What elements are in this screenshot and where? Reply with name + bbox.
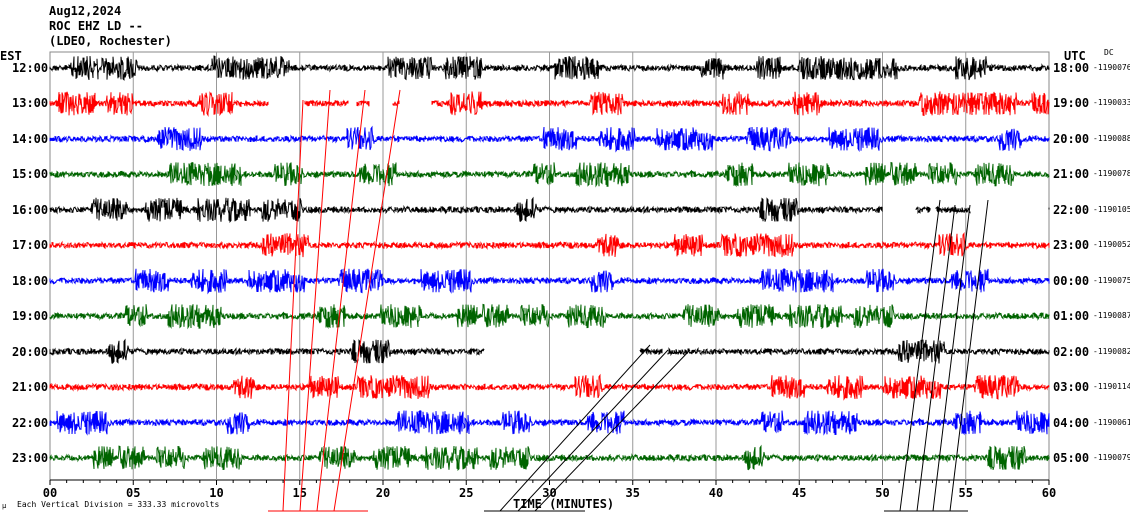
trace-row [49,444,1050,472]
trace-row [49,268,1050,295]
event-marker-line [916,204,956,512]
est-hour-label: 20:00 [12,344,49,359]
dc-offset-label: -1190114 [1093,382,1130,392]
trace-row [49,409,1050,436]
dc-offset-label: -1190052 [1093,240,1130,250]
x-tick-label: 35 [626,486,640,500]
trace-row [49,55,1050,81]
event-marker-line [517,349,669,512]
network-label: (LDEO, Rochester) [49,34,172,48]
est-hour-label: 15:00 [12,167,49,182]
x-tick-label: 45 [792,486,806,500]
est-hour-label: 12:00 [12,61,49,75]
dc-offset-label: -1190088 [1093,133,1130,143]
event-marker-line [299,89,331,512]
est-hour-label: 22:00 [12,415,49,430]
x-tick-label: 55 [959,486,973,500]
trace-row [49,196,1050,223]
est-hour-label: 21:00 [12,380,49,395]
est-hour-label: 14:00 [12,131,49,146]
utc-hour-label: 01:00 [1053,309,1090,324]
utc-hour-label: 00:00 [1053,273,1090,288]
dc-offset-label: -1190079 [1093,452,1130,462]
dc-offset-label: -1190033 [1093,98,1130,108]
date-label: Aug12,2024 [49,4,122,18]
event-marker-line [333,89,401,512]
x-tick-label: 40 [709,486,723,500]
x-tick-label: 20 [376,486,390,500]
x-tick-label: 25 [459,486,473,500]
x-tick-label: 50 [875,486,889,500]
x-tick-label: 30 [542,486,556,500]
x-tick-label: 10 [209,486,223,500]
utc-hour-label: 23:00 [1053,238,1090,253]
utc-hour-label: 03:00 [1053,380,1090,395]
est-hour-label: 23:00 [12,450,49,465]
utc-hour-label: 19:00 [1053,96,1090,111]
trace-row [49,303,1050,330]
event-marker-line [282,99,304,512]
x-axis-label: TIME (MINUTES) [513,497,615,511]
event-marker-line [499,344,651,512]
event-marker-line [534,349,691,512]
utc-hour-label: 22:00 [1053,202,1090,217]
x-tick-label: 15 [293,486,307,500]
utc-hour-label: 05:00 [1053,450,1090,465]
est-hour-label: 13:00 [12,96,49,111]
utc-hour-label: 18:00 [1053,61,1090,75]
utc-label: UTC [1064,49,1086,63]
event-marker-line [316,89,366,512]
utc-hour-label: 04:00 [1053,415,1090,430]
scale-text: Each Vertical Division = 333.33 microvol… [17,500,220,509]
utc-hour-label: 21:00 [1053,167,1090,182]
x-tick-label: 05 [126,486,140,500]
dc-offset-label: -1190078 [1093,169,1130,179]
est-label: EST [0,49,22,63]
dc-label: DC [1104,48,1114,57]
trace-row [49,161,1050,188]
event-marker-line [949,199,989,512]
est-hour-label: 17:00 [12,238,49,253]
dc-offset-label: -1190061 [1093,417,1130,427]
station-label: ROC EHZ LD -- [49,19,143,33]
trace-row [49,231,1050,258]
dc-offset-label: -1190087 [1093,311,1130,321]
x-tick-label: 00 [43,486,57,500]
event-marker-line [932,204,971,512]
utc-hour-label: 02:00 [1053,344,1090,359]
dc-offset-label: -1190082 [1093,346,1130,356]
microvolt-icon: μ [2,502,7,510]
dc-offset-label: -1190076 [1093,63,1130,72]
est-hour-label: 16:00 [12,202,49,217]
utc-hour-label: 20:00 [1053,131,1090,146]
est-hour-label: 19:00 [12,309,49,324]
dc-offset-label: -1190075 [1093,275,1130,285]
x-tick-label: 60 [1042,486,1056,500]
est-hour-label: 18:00 [12,273,49,288]
dc-offset-label: -1190105 [1093,204,1130,214]
trace-row [49,373,1050,401]
trace-row [49,91,1050,118]
event-marker-line [899,199,941,512]
trace-row [49,125,1050,153]
